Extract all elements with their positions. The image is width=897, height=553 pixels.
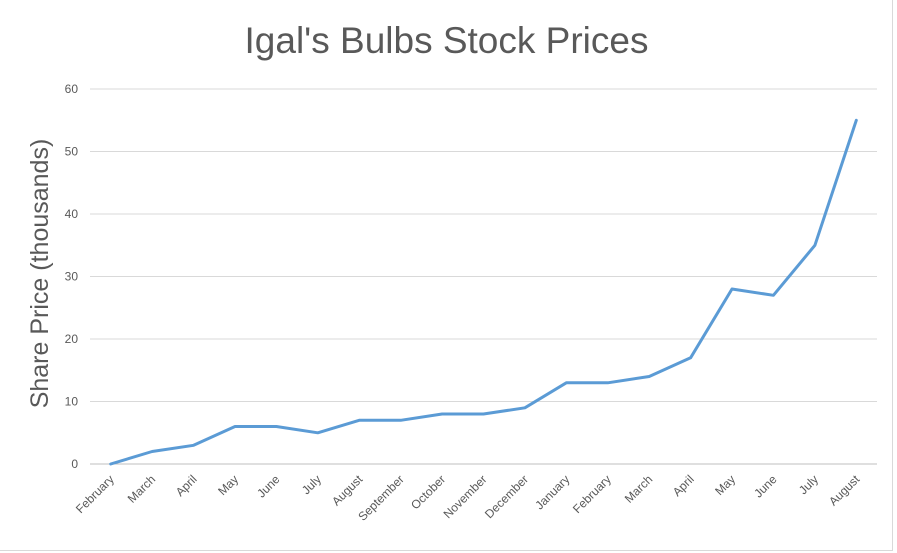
x-tick-label: February (570, 472, 614, 516)
series-group (109, 118, 858, 466)
x-tick-label: August (826, 472, 863, 509)
series-line (109, 118, 858, 466)
x-tick-label: July (299, 472, 324, 497)
x-tick-label: June (254, 472, 283, 501)
x-tick-label: December (482, 472, 531, 521)
y-axis-ticks: 0 10 20 30 40 50 60 (65, 82, 79, 471)
y-tick-label: 30 (65, 270, 79, 284)
x-tick-label: April (173, 472, 200, 499)
gridlines (90, 88, 877, 465)
x-tick-label: July (796, 472, 821, 497)
x-tick-label: August (329, 472, 366, 509)
y-axis-label: Share Price (thousands) (26, 139, 54, 409)
y-tick-label: 10 (65, 395, 79, 409)
x-tick-label: November (441, 472, 490, 521)
chart-title: Igal's Bulbs Stock Prices (244, 20, 649, 61)
x-tick-label: March (125, 472, 158, 505)
x-tick-label: March (622, 472, 655, 505)
x-tick-label: October (408, 472, 448, 512)
x-tick-label: May (215, 472, 241, 498)
x-axis-ticks: February March April May June July AugustSepte… (73, 472, 863, 524)
x-tick-label: February (73, 472, 117, 516)
y-tick-label: 60 (65, 82, 79, 96)
y-tick-label: 40 (65, 207, 79, 221)
y-tick-label: 20 (65, 332, 79, 346)
x-tick-label: June (751, 472, 780, 501)
y-tick-label: 0 (71, 457, 78, 471)
x-tick-label: January (532, 472, 572, 512)
x-tick-label: April (670, 472, 697, 499)
y-tick-label: 50 (65, 145, 79, 159)
x-tick-label: May (712, 472, 738, 498)
